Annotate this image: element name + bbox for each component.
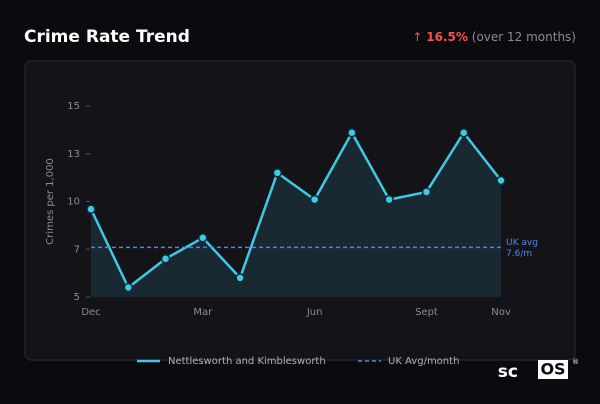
y-tick-label: 5	[74, 292, 80, 303]
point	[86, 204, 96, 214]
point	[272, 168, 283, 178]
point	[198, 233, 208, 243]
point	[421, 187, 432, 197]
logo-boxed: OS	[540, 360, 565, 379]
change-summary: ↑ 16.5% (over 12 months)	[412, 30, 576, 44]
point	[309, 194, 320, 205]
y-tick-label: 7	[74, 244, 80, 255]
x-tick-label: Sept	[415, 307, 438, 318]
reference-label: 7.6/m	[506, 249, 532, 259]
point	[496, 175, 506, 186]
point	[160, 254, 171, 264]
point	[347, 127, 357, 138]
y-tick-label: 15	[67, 101, 80, 112]
x-tick-label: Nov	[491, 307, 511, 318]
change-arrow: ↑	[412, 30, 422, 44]
y-axis-label: Crimes per 1,000	[45, 158, 56, 245]
logo-box	[538, 360, 568, 379]
reference-label: UK avg	[506, 238, 538, 248]
change-value: 16.5%	[426, 30, 468, 44]
logo-mark: ®	[572, 358, 579, 366]
title: Crime Rate Trend	[24, 27, 190, 47]
plot: 5 7 10 13 15 Crimes per 1,000 Dec Mar Jun Sept Nov…	[45, 101, 538, 318]
y-tick-label: 13	[67, 149, 80, 160]
area	[91, 132, 501, 297]
line	[89, 131, 502, 289]
y-tick-label: 10	[67, 197, 80, 208]
point	[123, 282, 134, 293]
point	[384, 194, 394, 205]
legend-label: Nettlesworth and Kimblesworth	[168, 356, 326, 367]
x-tick-label: Mar	[193, 307, 213, 318]
point	[235, 273, 245, 283]
x-tick-label: Jun	[306, 307, 323, 318]
logo-prefix: sc	[498, 362, 518, 382]
x-tick-label: Dec	[81, 307, 100, 318]
legend-label: UK Avg/month	[388, 356, 459, 367]
change-note: (over 12 months)	[472, 30, 576, 44]
chart-panel	[24, 60, 576, 361]
point	[458, 127, 469, 138]
